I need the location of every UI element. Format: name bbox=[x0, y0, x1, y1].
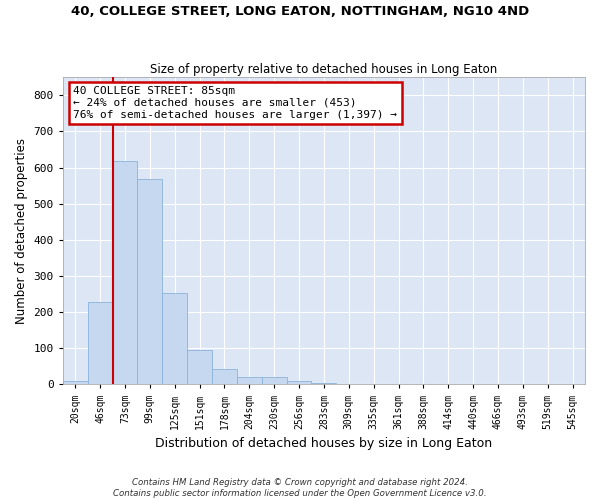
Bar bbox=[88, 302, 113, 384]
Bar bbox=[262, 377, 287, 384]
Bar bbox=[162, 294, 187, 384]
Y-axis label: Number of detached properties: Number of detached properties bbox=[15, 138, 28, 324]
Bar bbox=[187, 350, 212, 384]
Bar bbox=[287, 381, 311, 384]
Bar bbox=[237, 377, 262, 384]
Bar bbox=[212, 369, 237, 384]
Bar bbox=[113, 161, 137, 384]
Bar bbox=[137, 179, 162, 384]
Title: Size of property relative to detached houses in Long Eaton: Size of property relative to detached ho… bbox=[150, 63, 497, 76]
Text: Contains HM Land Registry data © Crown copyright and database right 2024.
Contai: Contains HM Land Registry data © Crown c… bbox=[113, 478, 487, 498]
Text: 40 COLLEGE STREET: 85sqm
← 24% of detached houses are smaller (453)
76% of semi-: 40 COLLEGE STREET: 85sqm ← 24% of detach… bbox=[73, 86, 397, 120]
Text: 40, COLLEGE STREET, LONG EATON, NOTTINGHAM, NG10 4ND: 40, COLLEGE STREET, LONG EATON, NOTTINGH… bbox=[71, 5, 529, 18]
Bar bbox=[63, 381, 88, 384]
X-axis label: Distribution of detached houses by size in Long Eaton: Distribution of detached houses by size … bbox=[155, 437, 493, 450]
Bar bbox=[311, 382, 337, 384]
